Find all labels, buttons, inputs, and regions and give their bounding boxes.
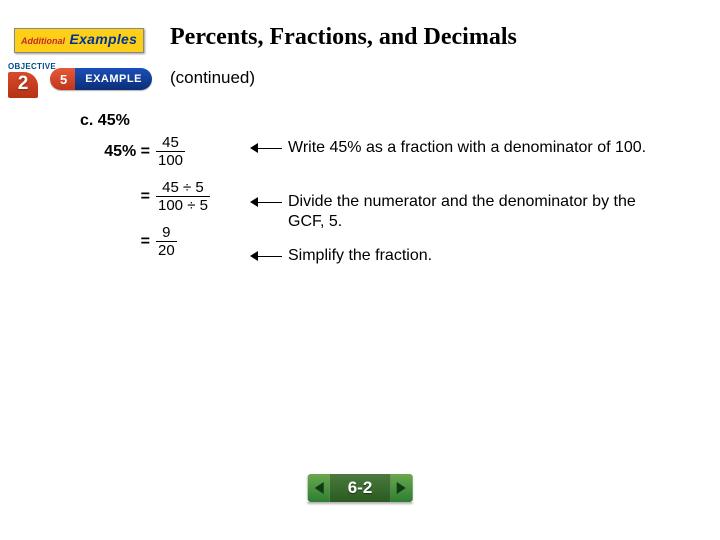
arrow-icon <box>250 247 288 265</box>
worked-step: 45% = 45 100 <box>96 135 210 168</box>
objective-label: OBJECTIVE <box>8 62 56 71</box>
explanation-row: Divide the numerator and the denominator… <box>250 192 670 236</box>
step-fraction: 45 ÷ 5 100 ÷ 5 <box>156 180 210 213</box>
footer-nav: 6-2 <box>308 474 413 502</box>
chevron-left-icon <box>314 482 323 494</box>
additional-examples-badge: Additional Examples <box>14 28 144 53</box>
step-lhs: = <box>96 188 156 206</box>
next-button[interactable] <box>390 474 412 502</box>
page-title: Percents, Fractions, and Decimals <box>170 24 517 51</box>
explanation-text: Write 45% as a fraction with a denominat… <box>288 138 670 158</box>
chevron-right-icon <box>397 482 406 494</box>
explanation-row: Write 45% as a fraction with a denominat… <box>250 138 670 182</box>
frac-denominator: 100 ÷ 5 <box>156 197 210 213</box>
arrow-icon <box>250 139 288 157</box>
example-word: EXAMPLE <box>75 68 152 90</box>
worked-steps-column: 45% = 45 100 = 45 ÷ 5 100 ÷ 5 = 9 20 <box>96 135 210 270</box>
step-fraction: 9 20 <box>156 225 177 258</box>
worked-step: = 9 20 <box>96 225 210 258</box>
badge-word-examples: Examples <box>69 31 137 47</box>
worked-step: = 45 ÷ 5 100 ÷ 5 <box>96 180 210 213</box>
example-pill: 5 EXAMPLE <box>50 68 152 90</box>
explanation-text: Simplify the fraction. <box>288 246 670 266</box>
explanations-column: Write 45% as a fraction with a denominat… <box>250 138 670 276</box>
step-fraction: 45 100 <box>156 135 185 168</box>
problem-item-label: c. 45% <box>80 112 130 130</box>
frac-denominator: 20 <box>156 242 177 258</box>
arrow-icon <box>250 193 288 211</box>
frac-denominator: 100 <box>156 152 185 168</box>
continued-label: (continued) <box>170 68 255 88</box>
explanation-row: Simplify the fraction. <box>250 246 670 266</box>
prev-button[interactable] <box>308 474 330 502</box>
frac-numerator: 9 <box>156 225 177 242</box>
step-lhs: = <box>96 233 156 251</box>
objective-number: 2 <box>8 72 38 98</box>
objective-badge: OBJECTIVE 2 <box>8 62 56 98</box>
explanation-text: Divide the numerator and the denominator… <box>288 192 670 232</box>
frac-numerator: 45 <box>156 135 185 152</box>
badge-word-additional: Additional <box>21 36 65 46</box>
example-number: 5 <box>50 68 75 90</box>
frac-numerator: 45 ÷ 5 <box>156 180 210 197</box>
step-lhs: 45% = <box>96 143 156 161</box>
section-label: 6-2 <box>330 474 391 502</box>
